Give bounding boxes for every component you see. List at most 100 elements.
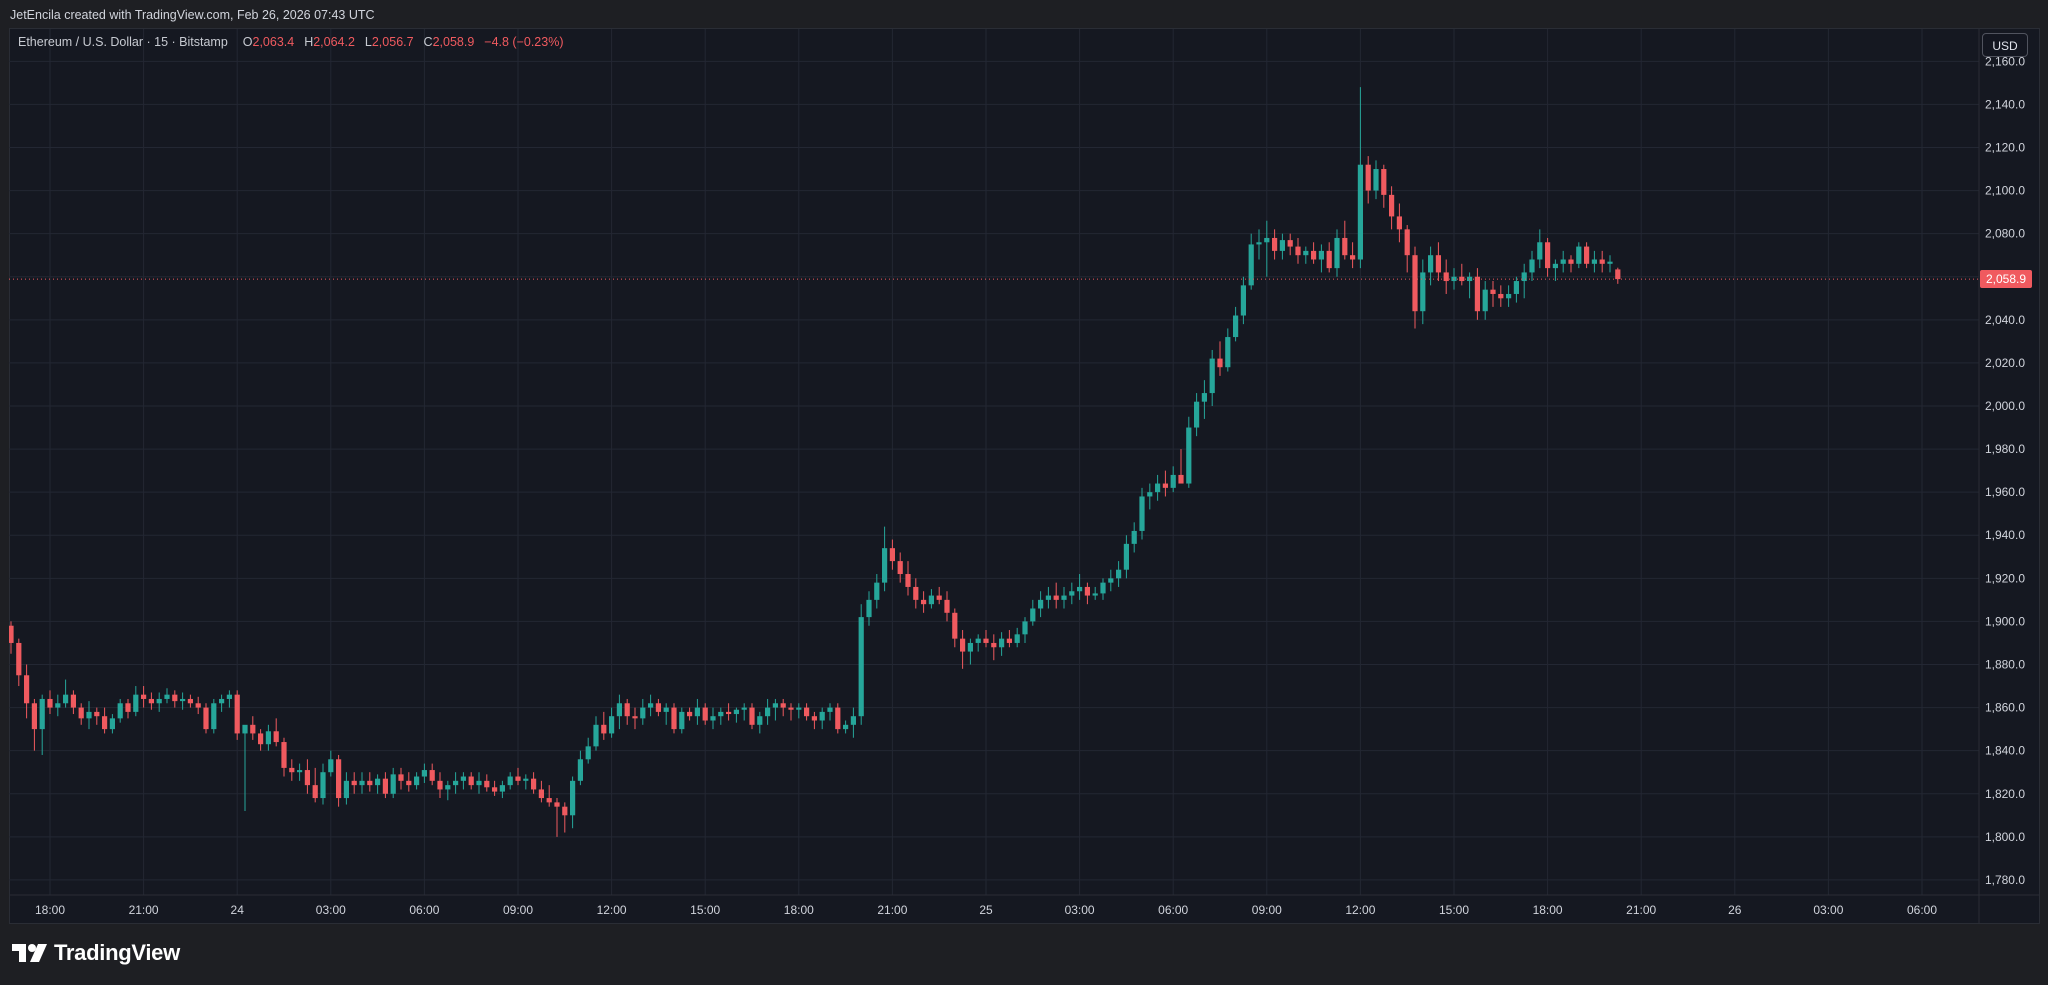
low-label: L bbox=[364, 35, 372, 49]
price-tick-label: 1,920.0 bbox=[1985, 571, 2025, 585]
close-value: 2,058.9 bbox=[432, 35, 475, 49]
candle-body bbox=[1264, 237, 1270, 243]
candle-body bbox=[811, 716, 817, 721]
candle-body bbox=[1209, 358, 1215, 394]
candle-body bbox=[1568, 259, 1574, 264]
candle-body bbox=[343, 780, 349, 799]
time-tick-label: 03:00 bbox=[1065, 903, 1095, 917]
time-tick-label: 06:00 bbox=[409, 903, 439, 917]
price-tick-label: 2,040.0 bbox=[1985, 313, 2025, 327]
candlestick-chart[interactable]: 1,780.0 1,800.0 1,820.0 1,840.0 1,860.0 1,880… bbox=[9, 28, 2040, 924]
candle-body bbox=[671, 707, 677, 730]
candle-body bbox=[632, 716, 638, 719]
high-value: 2,064.2 bbox=[313, 35, 355, 49]
candle-body bbox=[1295, 246, 1301, 256]
price-tick-label: 1,780.0 bbox=[1985, 873, 2025, 887]
candle-body bbox=[1186, 427, 1192, 484]
candle-body bbox=[242, 724, 248, 734]
candle-body bbox=[1225, 337, 1231, 368]
candle-body bbox=[960, 638, 966, 652]
price-tick-label: 2,020.0 bbox=[1985, 356, 2025, 370]
candle-body bbox=[1014, 634, 1020, 643]
candle-body bbox=[1396, 216, 1402, 230]
candle-body bbox=[1217, 358, 1223, 368]
footer bbox=[0, 924, 2048, 985]
candle-body bbox=[991, 642, 997, 648]
candle-body bbox=[148, 698, 154, 704]
candle-body bbox=[1100, 582, 1106, 594]
candle-body bbox=[31, 703, 37, 730]
candle-body bbox=[1498, 293, 1504, 299]
price-tick-label: 1,820.0 bbox=[1985, 787, 2025, 801]
candle-body bbox=[445, 785, 451, 790]
candle-body bbox=[109, 718, 115, 730]
candle-body bbox=[133, 694, 139, 712]
chart-frame bbox=[9, 28, 2040, 924]
candle-body bbox=[1272, 237, 1278, 251]
candle-body bbox=[655, 703, 661, 712]
candle-body bbox=[882, 548, 888, 583]
candle-body bbox=[484, 780, 490, 788]
candle-body bbox=[999, 638, 1005, 648]
candle-body bbox=[741, 707, 747, 710]
candle-body bbox=[897, 561, 903, 575]
candle-body bbox=[24, 675, 30, 704]
candle-body bbox=[757, 716, 763, 725]
candle-body bbox=[367, 780, 373, 786]
candle-body bbox=[499, 785, 505, 792]
symbol-name[interactable]: Ethereum / U.S. Dollar · 15 · Bitstamp bbox=[18, 35, 228, 49]
candle-body bbox=[414, 776, 420, 786]
candle-body bbox=[843, 724, 849, 730]
tradingview-logo-icon bbox=[12, 944, 47, 962]
candle-body bbox=[1334, 237, 1340, 269]
time-tick-label: 09:00 bbox=[1252, 903, 1282, 917]
candle-body bbox=[164, 694, 170, 699]
open-value: 2,063.4 bbox=[252, 35, 295, 49]
time-tick-label: 03:00 bbox=[1813, 903, 1843, 917]
candle-body bbox=[1045, 595, 1051, 600]
time-tick-label: 15:00 bbox=[1439, 903, 1469, 917]
candle-body bbox=[273, 731, 279, 743]
candle-body bbox=[406, 780, 412, 786]
candle-body bbox=[562, 806, 568, 816]
candle-body bbox=[421, 770, 427, 777]
candle-body bbox=[1365, 164, 1371, 191]
candle-body bbox=[1256, 242, 1262, 245]
candle-body bbox=[1350, 255, 1356, 260]
candle-body bbox=[1615, 269, 1621, 280]
price-tick-label: 1,960.0 bbox=[1985, 485, 2025, 499]
candle-body bbox=[616, 703, 622, 717]
candle-body bbox=[94, 711, 100, 717]
currency-button[interactable]: USD bbox=[1982, 33, 2028, 57]
candle-body bbox=[336, 759, 342, 799]
tradingview-logo[interactable]: TradingView bbox=[12, 940, 180, 966]
candle-body bbox=[1287, 240, 1293, 247]
candle-body bbox=[889, 548, 895, 562]
candle-body bbox=[765, 707, 771, 717]
candle-body bbox=[726, 711, 732, 715]
candle-body bbox=[1373, 169, 1379, 191]
close-label: C bbox=[423, 35, 433, 49]
candle-body bbox=[983, 638, 989, 643]
candle-body bbox=[546, 798, 552, 803]
candle-body bbox=[281, 742, 287, 768]
price-tick-label: 1,800.0 bbox=[1985, 830, 2025, 844]
candle-body bbox=[1178, 474, 1184, 484]
candle-body bbox=[835, 707, 841, 730]
low-value: 2,056.7 bbox=[371, 35, 414, 49]
candle-body bbox=[125, 703, 131, 712]
price-tick-label: 1,880.0 bbox=[1985, 657, 2025, 671]
candle-body bbox=[258, 733, 264, 745]
candle-body bbox=[1116, 569, 1122, 579]
candle-body bbox=[250, 724, 256, 734]
time-tick-label: 09:00 bbox=[503, 903, 533, 917]
candle-body bbox=[1420, 272, 1426, 312]
candle-body bbox=[1155, 483, 1161, 493]
candle-body bbox=[297, 770, 303, 773]
candle-body bbox=[1428, 255, 1434, 273]
candle-body bbox=[320, 772, 326, 799]
price-tick-label: 1,840.0 bbox=[1985, 744, 2025, 758]
candle-body bbox=[1162, 483, 1168, 488]
candle-body bbox=[531, 778, 537, 790]
candle-body bbox=[593, 724, 599, 747]
